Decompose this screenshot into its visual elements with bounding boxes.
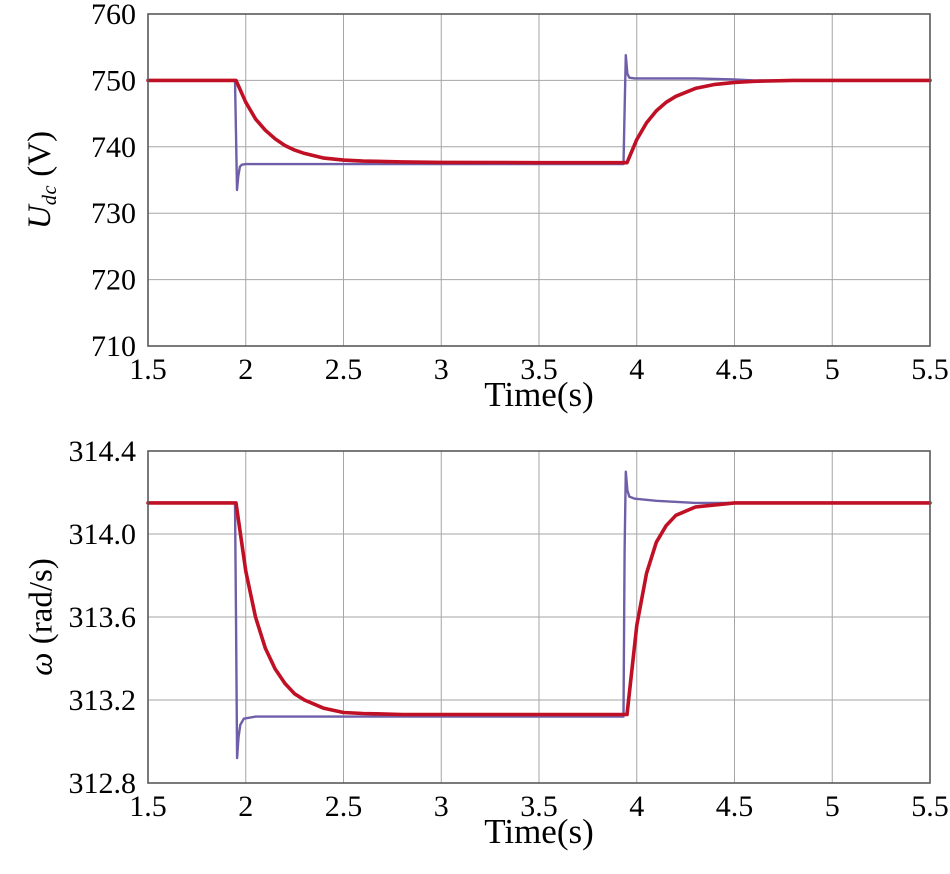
y-axis-label-part: (V) [22, 130, 59, 185]
x-tick-label: 2.5 [325, 353, 363, 386]
y-tick-label: 760 [91, 0, 136, 31]
x-tick-label: 4.5 [716, 790, 754, 823]
y-axis-label-part: ω [23, 652, 60, 676]
y-tick-label: 314.0 [69, 518, 137, 551]
x-tick-label: 3 [434, 790, 449, 823]
y-tick-label: 312.8 [69, 767, 137, 800]
x-tick-label: 5 [825, 353, 840, 386]
y-tick-label: 313.6 [69, 601, 137, 634]
y-tick-label: 740 [91, 131, 136, 164]
x-tick-label: 4 [629, 790, 644, 823]
chart-rotor-speed: 1.5 2 2.5 3 3.5 4 4.5 5 5.5 312.8 313.2 313.6 314.0 3… [0, 437, 950, 874]
y-axis-label-part: (rad/s) [23, 558, 60, 653]
x-tick-label: 1.5 [129, 353, 167, 386]
y-tick-label: 313.2 [69, 684, 137, 717]
x-tick-label: 4.5 [716, 353, 754, 386]
x-tick-label: 5.5 [911, 353, 949, 386]
y-tick-label: 730 [91, 197, 136, 230]
series-slow-response-red [146, 501, 932, 717]
plot-svg-dc-voltage: 1.5 2 2.5 3 3.5 4 4.5 5 5.5 710 720 730 740 750 760 [91, 0, 949, 386]
axes-box [147, 13, 931, 347]
x-tick-label: 3.5 [520, 790, 558, 823]
x-tick-label: 5 [825, 790, 840, 823]
y-tick-label: 710 [91, 330, 136, 363]
chart-dc-voltage: 1.5 2 2.5 3 3.5 4 4.5 5 5.5 710 720 730 740 750 760 Ud… [22, 0, 949, 414]
x-tick-label: 2.5 [325, 790, 363, 823]
series-slow-response-red [146, 78, 932, 165]
axes-box [147, 450, 931, 784]
x-tick-label: 2 [238, 353, 253, 386]
x-tick-label: 1.5 [129, 790, 167, 823]
y-axis-label-part: dc [38, 184, 61, 206]
plot-svg-rotor-speed: 1.5 2 2.5 3 3.5 4 4.5 5 5.5 312.8 313.2 313.6 314.0 3… [69, 437, 949, 823]
x-tick-label: 5.5 [911, 790, 949, 823]
x-tick-label: 2 [238, 790, 253, 823]
x-tick-label: 3.5 [520, 353, 558, 386]
y-tick-label: 720 [91, 264, 136, 297]
y-tick-label: 750 [91, 64, 136, 97]
y-axis-label-omega: ω (rad/s) [24, 558, 61, 676]
x-axis-label-time-bottom: Time(s) [484, 812, 594, 851]
series-fast-response-purple [146, 470, 932, 760]
x-tick-label: 4 [629, 353, 644, 386]
y-axis-label-udc: Udc (V) [22, 131, 62, 229]
y-axis-label-part: U [22, 205, 59, 230]
y-tick-label: 314.4 [69, 437, 137, 468]
x-tick-label: 3 [434, 353, 449, 386]
x-axis-label-time-top: Time(s) [484, 375, 594, 414]
